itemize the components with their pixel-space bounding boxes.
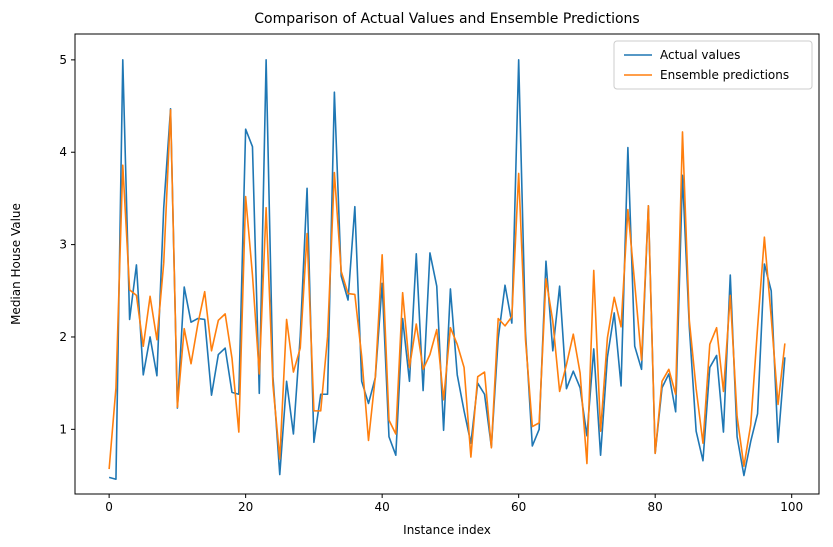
x-tick-label: 60 bbox=[511, 500, 526, 514]
x-axis-ticks: 0 20 40 60 80 100 bbox=[105, 494, 803, 514]
x-tick-label: 40 bbox=[375, 500, 390, 514]
x-tick-label: 80 bbox=[648, 500, 663, 514]
legend-box bbox=[613, 40, 813, 90]
y-tick-label: 2 bbox=[59, 330, 67, 344]
legend-label-actual: Actual values bbox=[660, 48, 740, 62]
chart-title: Comparison of Actual Values and Ensemble… bbox=[254, 11, 639, 27]
y-axis-label: Median House Value bbox=[9, 203, 23, 325]
y-tick-label: 4 bbox=[59, 145, 67, 159]
y-tick-label: 3 bbox=[59, 238, 67, 252]
series-line-actual bbox=[108, 59, 786, 481]
x-tick-label: 100 bbox=[780, 500, 803, 514]
plot-area bbox=[74, 33, 820, 495]
series-line-predictions bbox=[108, 108, 786, 470]
x-axis-label: Instance index bbox=[403, 523, 491, 537]
x-tick-label: 20 bbox=[238, 500, 253, 514]
y-tick-label: 5 bbox=[59, 53, 67, 67]
series-layer bbox=[108, 59, 786, 481]
legend: Actual values Ensemble predictions bbox=[613, 40, 813, 90]
x-tick-label: 0 bbox=[105, 500, 113, 514]
y-axis-ticks: 1 2 3 4 5 bbox=[59, 53, 75, 436]
legend-label-predictions: Ensemble predictions bbox=[660, 68, 789, 82]
y-tick-label: 1 bbox=[59, 422, 67, 436]
